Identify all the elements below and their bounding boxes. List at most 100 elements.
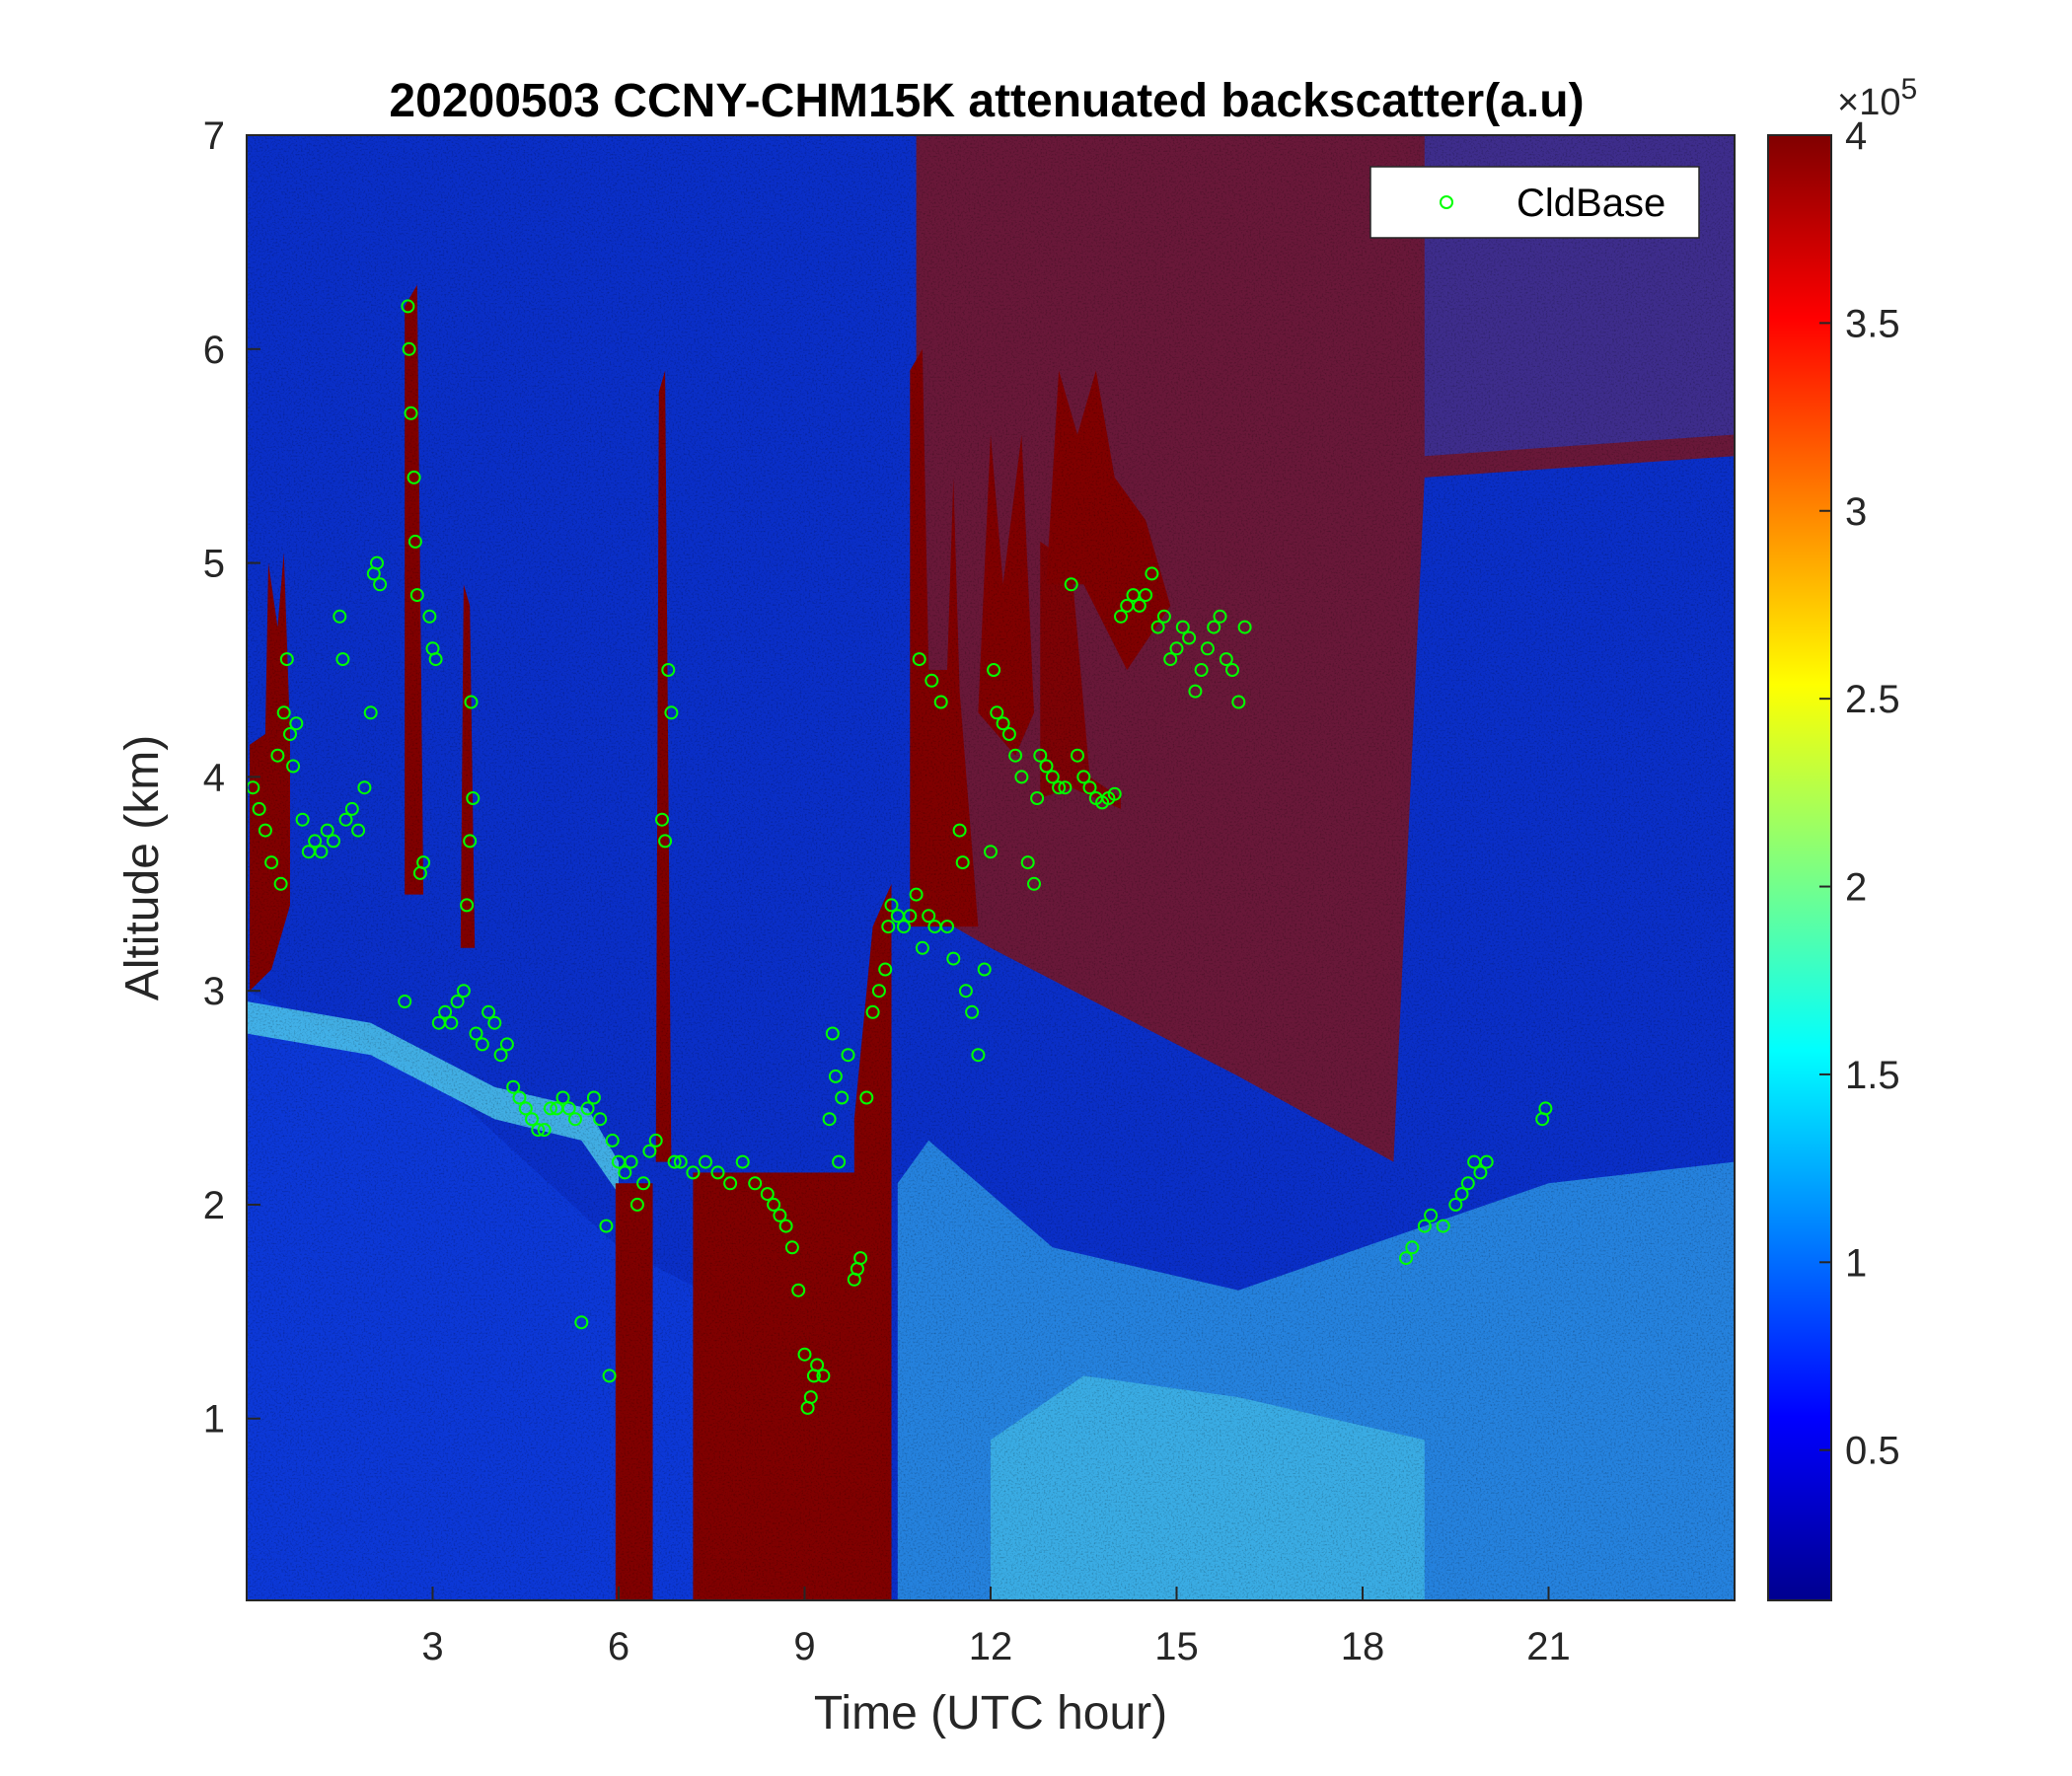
cldbase-point-62 xyxy=(555,1090,570,1105)
x-tick-label-12: 12 xyxy=(969,1625,1013,1668)
cldbase-point-107 xyxy=(835,1090,850,1105)
cldbase-point-87 xyxy=(710,1165,725,1180)
cldbase-point-32 xyxy=(407,534,422,549)
cldbase-point-86 xyxy=(699,1154,712,1169)
cldbase-point-136 xyxy=(984,845,998,859)
cldbase-point-65 xyxy=(574,1315,589,1330)
cldbase-point-101 xyxy=(810,1358,825,1372)
plot-area xyxy=(247,135,1735,1600)
cbar-tick-label-2.5: 2.5 xyxy=(1845,678,1900,721)
cldbase-point-17 xyxy=(333,609,347,624)
cldbase-point-121 xyxy=(909,887,924,902)
x-tick-label-3: 3 xyxy=(421,1625,443,1668)
legend-box xyxy=(1369,166,1700,239)
cldbase-point-64 xyxy=(568,1112,582,1127)
cldbase-point-132 xyxy=(958,984,973,999)
colorbar-ticks: 0.5 1 1.5 2 2.5 3 3.5 4 xyxy=(1819,114,1900,1473)
cldbase-point-103 xyxy=(822,1112,837,1127)
cldbase-point-187 xyxy=(1460,1176,1475,1191)
cldbase-point-63 xyxy=(561,1101,576,1116)
cldbase-point-25 xyxy=(370,555,384,570)
cldbase-point-10 xyxy=(289,716,304,731)
cldbase-point-154 xyxy=(1082,780,1097,795)
cldbase-point-28 xyxy=(401,299,415,314)
cldbase-point-73 xyxy=(618,1165,632,1180)
cldbase-point-56 xyxy=(518,1101,533,1116)
cldbase-point-147 xyxy=(1039,759,1054,774)
cldbase-point-31 xyxy=(407,470,421,484)
cldbase-point-99 xyxy=(803,1390,818,1405)
cldbase-point-49 xyxy=(475,1037,489,1052)
chart-title: 20200503 CCNY-CHM15K attenuated backscat… xyxy=(389,75,1584,127)
cldbase-point-130 xyxy=(952,823,967,838)
x-axis: 3 6 9 12 15 18 21 xyxy=(421,1587,1571,1668)
cldbase-point-163 xyxy=(1139,588,1153,603)
cldbase-point-140 xyxy=(1001,727,1016,741)
cldbase-point-115 xyxy=(878,962,893,977)
cldbase-point-13 xyxy=(308,834,323,849)
cldbase-point-47 xyxy=(466,791,481,805)
cldbase-point-104 xyxy=(825,1026,840,1041)
cldbase-point-55 xyxy=(512,1090,527,1105)
cldbase-point-151 xyxy=(1064,577,1078,592)
colorbar: 0.5 1 1.5 2 2.5 3 3.5 4 ×105 xyxy=(1767,73,1917,1601)
cldbase-point-111 xyxy=(853,1251,868,1266)
cldbase-point-9 xyxy=(286,759,301,774)
cldbase-point-145 xyxy=(1030,791,1045,805)
cldbase-point-123 xyxy=(915,940,929,955)
cldbase-point-40 xyxy=(438,1004,453,1019)
cldbase-point-129 xyxy=(946,951,961,966)
cldbase-point-43 xyxy=(456,984,471,999)
cldbase-point-75 xyxy=(629,1197,644,1212)
cldbase-point-1 xyxy=(252,801,266,816)
cldbase-point-81 xyxy=(661,663,676,677)
cldbase-point-177 xyxy=(1225,663,1239,677)
cldbase-point-108 xyxy=(841,1048,855,1063)
cldbase-point-166 xyxy=(1156,609,1171,624)
cldbase-point-180 xyxy=(1399,1251,1413,1266)
cldbase-point-168 xyxy=(1169,641,1184,656)
cldbase-point-2 xyxy=(258,823,272,838)
cldbase-point-52 xyxy=(493,1048,508,1063)
y-tick-label-6: 6 xyxy=(203,329,225,372)
cldbase-point-77 xyxy=(642,1144,657,1158)
cldbase-point-172 xyxy=(1194,663,1209,677)
cldbase-point-57 xyxy=(525,1112,539,1127)
cldbase-point-7 xyxy=(279,652,294,667)
cldbase-point-82 xyxy=(664,705,679,720)
cldbase-point-162 xyxy=(1132,598,1147,613)
cldbase-point-3 xyxy=(264,855,279,870)
cldbase-point-21 xyxy=(351,823,366,838)
cldbase-point-143 xyxy=(1020,855,1035,870)
cldbase-point-173 xyxy=(1200,641,1215,656)
y-tick-label-2: 2 xyxy=(203,1184,225,1227)
cldbase-point-46 xyxy=(464,695,479,709)
cldbase-point-93 xyxy=(773,1208,787,1222)
cldbase-point-122 xyxy=(912,652,926,667)
cldbase-point-50 xyxy=(481,1004,496,1019)
cldbase-point-53 xyxy=(499,1037,514,1052)
x-tick-label-21: 21 xyxy=(1526,1625,1571,1668)
cldbase-point-141 xyxy=(1008,748,1023,763)
cldbase-point-105 xyxy=(828,1069,843,1083)
cldbase-point-137 xyxy=(987,663,1001,677)
y-tick-label-4: 4 xyxy=(203,756,225,799)
cldbase-point-169 xyxy=(1175,620,1190,634)
cldbase-point-120 xyxy=(903,909,918,924)
cldbase-point-150 xyxy=(1058,780,1073,795)
cbar-tick-label-3.5: 3.5 xyxy=(1845,302,1900,345)
cldbase-point-51 xyxy=(487,1015,502,1030)
cldbase-point-38 xyxy=(428,652,443,667)
colorbar-exponent-base: ×10 xyxy=(1837,82,1900,123)
cldbase-point-22 xyxy=(357,780,372,795)
cldbase-point-176 xyxy=(1219,652,1233,667)
cldbase-point-95 xyxy=(784,1240,799,1255)
cbar-tick-label-1.5: 1.5 xyxy=(1845,1054,1900,1097)
x-tick-label-18: 18 xyxy=(1341,1625,1385,1668)
cldbase-point-181 xyxy=(1405,1240,1420,1255)
cldbase-point-58 xyxy=(531,1123,546,1138)
legend-marker-cldbase xyxy=(1440,195,1453,209)
cldbase-point-97 xyxy=(797,1347,812,1362)
cldbase-point-60 xyxy=(543,1101,557,1116)
cldbase-point-8 xyxy=(283,727,297,741)
